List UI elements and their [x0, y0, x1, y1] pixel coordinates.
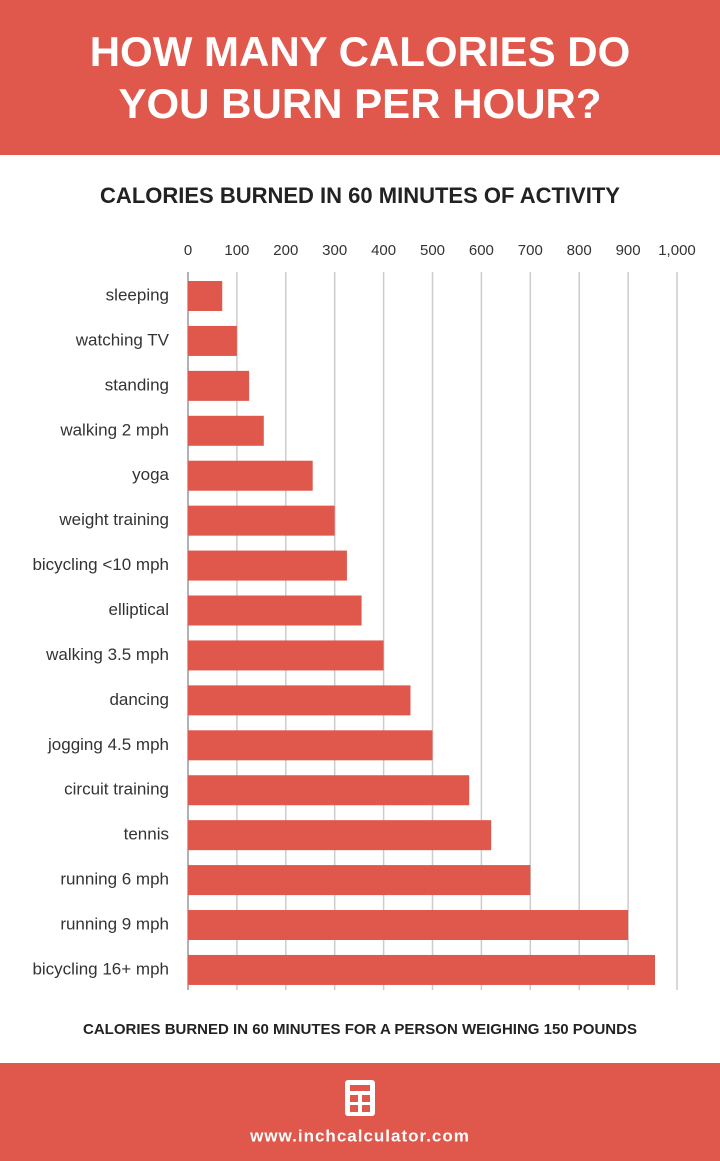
x-tick-label: 600 [469, 242, 494, 259]
bar [188, 415, 264, 446]
y-tick-label: walking 3.5 mph [45, 645, 169, 664]
footer-url: www.inchcalculator.com [249, 1126, 470, 1145]
y-tick-label: bicycling 16+ mph [32, 959, 169, 978]
bar [188, 640, 384, 671]
y-tick-label: yoga [132, 465, 169, 484]
x-tick-label: 200 [273, 242, 298, 259]
y-tick-label: jogging 4.5 mph [47, 735, 169, 754]
page-title: HOW MANY CALORIES DO YOU BURN PER HOUR? [89, 27, 631, 127]
bar [188, 460, 313, 491]
bar [188, 820, 492, 851]
y-tick-label: dancing [109, 690, 169, 709]
y-tick-label: running 9 mph [60, 915, 169, 934]
y-tick-label: weight training [58, 510, 169, 529]
y-tick-label: running 6 mph [60, 870, 169, 889]
bar [188, 775, 470, 806]
bar [188, 595, 362, 626]
calculator-icon [345, 1080, 375, 1116]
y-tick-label: tennis [124, 825, 169, 844]
y-tick-label: sleeping [106, 285, 169, 304]
y-tick-label: watching TV [75, 330, 170, 349]
y-tick-label: standing [105, 375, 169, 394]
bar [188, 505, 335, 536]
bar [188, 370, 250, 401]
bar [188, 730, 433, 761]
x-tick-label: 800 [567, 242, 592, 259]
x-axis-label: CALORIES BURNED IN 60 MINUTES FOR A PERS… [83, 1021, 637, 1038]
x-tick-label: 300 [322, 242, 347, 259]
x-tick-label: 0 [184, 242, 192, 259]
x-tick-label: 400 [371, 242, 396, 259]
y-tick-label: bicycling <10 mph [32, 555, 169, 574]
x-tick-label: 500 [420, 242, 445, 259]
bar [188, 281, 223, 311]
x-tick-label: 900 [616, 242, 641, 259]
x-tick-label: 100 [224, 242, 249, 259]
x-tick-label: 1,000 [658, 242, 696, 259]
header: HOW MANY CALORIES DO YOU BURN PER HOUR? [0, 0, 720, 155]
chart-title: CALORIES BURNED IN 60 MINUTES OF ACTIVIT… [100, 183, 620, 208]
bar [188, 685, 411, 716]
bar [188, 865, 531, 896]
bar [188, 910, 629, 941]
y-tick-label: circuit training [64, 780, 169, 799]
bar [188, 550, 347, 581]
bar [188, 954, 655, 985]
bar [188, 325, 237, 356]
x-tick-label: 700 [518, 242, 543, 259]
y-tick-label: elliptical [109, 600, 169, 619]
y-tick-label: walking 2 mph [59, 420, 169, 439]
